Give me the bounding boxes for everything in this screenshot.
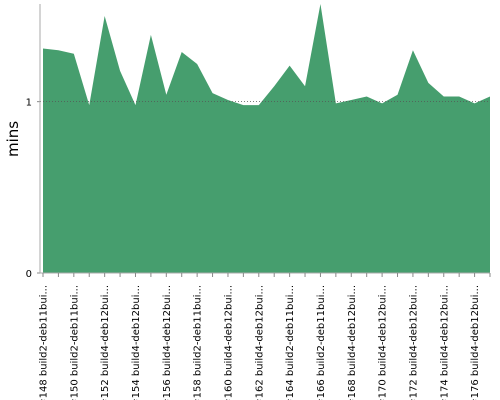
y-tick-label: 0 (26, 269, 32, 280)
x-tick-label: #150 build2-deb11bui... (69, 285, 80, 400)
x-tick-label: #154 build4-deb12bui... (131, 285, 142, 400)
x-tick-label: #166 build2-deb11bui... (316, 285, 327, 400)
y-tick-label: 1 (26, 98, 32, 109)
x-tick-label: #156 build4-deb12bui... (162, 285, 173, 400)
area (43, 4, 490, 273)
x-tick-label: #176 build4-deb12bui... (470, 285, 481, 400)
x-tick-label: #164 build2-deb11bui... (285, 285, 296, 400)
x-tick-label: #174 build4-deb12bui... (439, 285, 450, 400)
y-axis-label: mins (4, 121, 22, 157)
x-tick-label: #162 build4-deb12bui... (254, 285, 265, 400)
x-tick-label: #160 build4-deb12bui... (223, 285, 234, 400)
x-tick-label: #152 build4-deb12bui... (100, 285, 111, 400)
x-tick-label: #172 build4-deb12bui... (408, 285, 419, 400)
x-tick-label: #170 build4-deb12bui... (378, 285, 389, 400)
x-tick-label: #168 build4-deb12bui... (347, 285, 358, 400)
x-tick-label: #148 build2-deb11bui... (39, 285, 50, 400)
x-tick-label: #158 build2-deb11bui... (193, 285, 204, 400)
